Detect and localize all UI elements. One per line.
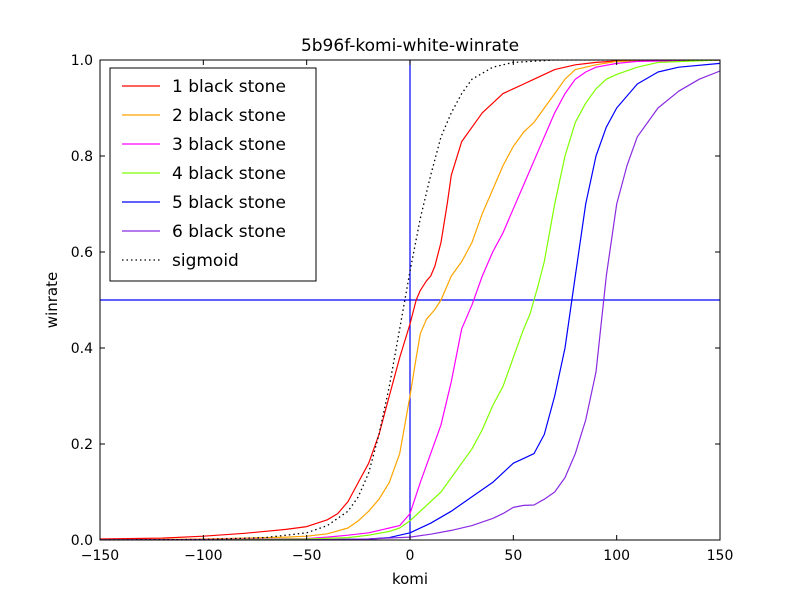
x-tick-label: −100 bbox=[184, 548, 222, 564]
x-tick-label: 0 bbox=[406, 548, 415, 564]
y-tick-label: 0.4 bbox=[71, 341, 93, 357]
legend-label: 6 black stone bbox=[172, 222, 286, 242]
y-tick-label: 0.0 bbox=[71, 533, 93, 549]
series-layer bbox=[100, 60, 720, 540]
series-line-4 bbox=[100, 60, 720, 540]
chart-title: 5b96f-komi-white-winrate bbox=[301, 36, 519, 56]
series-line-6 bbox=[100, 70, 720, 540]
series-line-1 bbox=[100, 60, 720, 540]
x-tick-label: 100 bbox=[603, 548, 630, 564]
x-tick-label: −150 bbox=[81, 548, 119, 564]
reference-lines bbox=[100, 60, 720, 540]
x-tick-label: 150 bbox=[707, 548, 734, 564]
x-axis-label: komi bbox=[392, 570, 428, 588]
y-tick-label: 1.0 bbox=[71, 53, 93, 69]
legend-label: 2 black stone bbox=[172, 106, 286, 126]
y-tick-label: 0.6 bbox=[71, 245, 93, 261]
x-tick-label: −50 bbox=[292, 548, 322, 564]
legend: 1 black stone 2 black stone 3 black stone 4… bbox=[109, 67, 317, 282]
series-line-5 bbox=[100, 62, 720, 540]
y-axis-label: winrate bbox=[43, 272, 61, 328]
series-line-7 bbox=[100, 60, 720, 540]
legend-label: 1 black stone bbox=[172, 77, 286, 97]
legend-label: 4 black stone bbox=[172, 164, 286, 184]
series-line-2 bbox=[100, 60, 720, 540]
legend-label: 5 black stone bbox=[172, 193, 286, 213]
x-tick-label: 50 bbox=[504, 548, 522, 564]
y-tick-label: 0.8 bbox=[71, 149, 93, 165]
legend-box bbox=[109, 67, 317, 282]
axis-ticks: −150 −100 −50 0 50 100 150 0.0 0.2 0.4 0.6 0.8 1.0 bbox=[71, 53, 734, 564]
legend-label: 3 black stone bbox=[172, 135, 286, 155]
y-tick-label: 0.2 bbox=[71, 437, 93, 453]
series-line-3 bbox=[100, 60, 720, 540]
legend-label: sigmoid bbox=[172, 251, 239, 271]
